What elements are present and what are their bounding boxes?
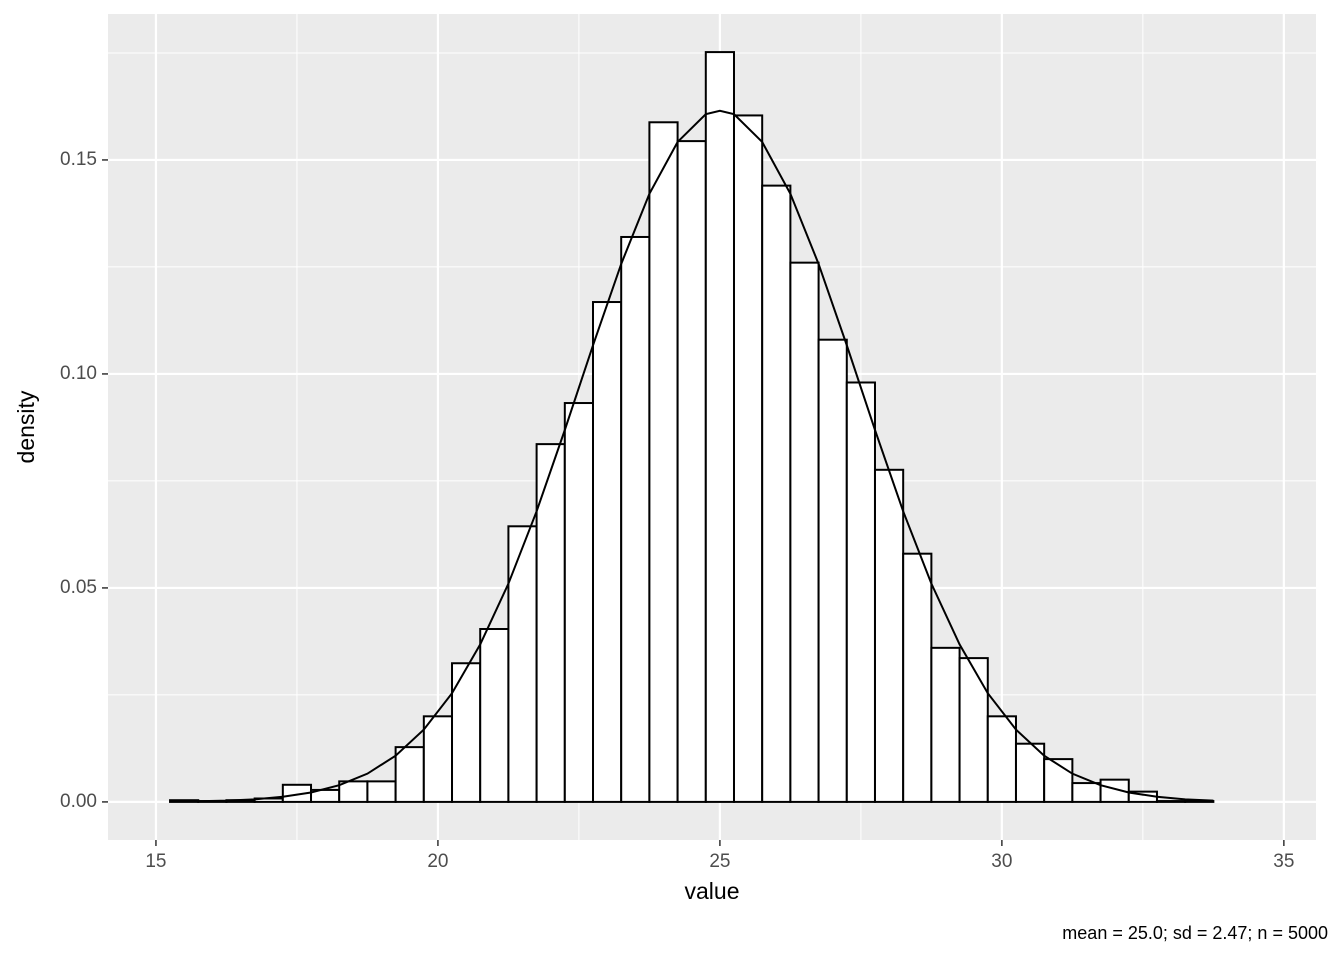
y-tick-label: 0.15 (60, 149, 97, 170)
y-axis-label: density (13, 390, 39, 463)
bar (958, 657, 989, 803)
y-tick-label: 0.00 (60, 791, 97, 812)
bar (873, 468, 905, 803)
bar (620, 235, 651, 803)
bar (479, 628, 510, 803)
caption: mean = 25.0; sd = 2.47; n = 5000 (1062, 923, 1328, 943)
x-tick-label: 15 (145, 851, 166, 872)
bar (1071, 782, 1102, 803)
bar (732, 114, 764, 803)
x-tick-label: 20 (427, 851, 448, 872)
bar (366, 780, 397, 803)
y-tick-label: 0.05 (60, 577, 97, 598)
bar (394, 746, 425, 803)
bar (507, 525, 538, 803)
bar (789, 261, 820, 803)
bar (563, 402, 595, 803)
bar (676, 140, 707, 803)
bar (1184, 800, 1215, 803)
bar (761, 184, 792, 803)
bar (592, 301, 623, 803)
bar (1043, 758, 1074, 803)
bar (930, 646, 961, 803)
bar (704, 51, 735, 803)
bar (648, 121, 679, 803)
x-tick-label: 35 (1273, 851, 1294, 872)
bar (902, 552, 933, 803)
bar (845, 381, 876, 803)
bar (986, 715, 1017, 803)
bar (817, 338, 848, 803)
y-tick-label: 0.10 (60, 363, 97, 384)
x-tick-label: 30 (991, 851, 1012, 872)
bar (1155, 800, 1187, 803)
density-curve (170, 109, 1214, 803)
x-axis-label: value (685, 878, 740, 904)
x-tick-label: 25 (709, 851, 730, 872)
bar (422, 715, 454, 803)
